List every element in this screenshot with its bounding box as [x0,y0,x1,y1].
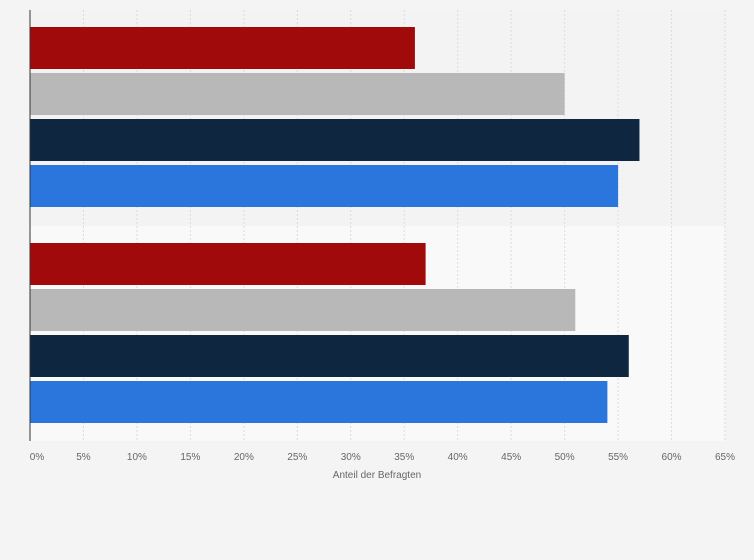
x-axis-title: Anteil der Befragten [333,470,421,481]
x-tick-label: 10% [127,452,147,463]
bar-group-2-series-3[interactable] [30,335,629,377]
x-tick-label: 25% [287,452,307,463]
bar-group-1-series-2[interactable] [30,73,565,115]
x-tick-label: 40% [448,452,468,463]
bar-group-2-series-4[interactable] [30,381,608,423]
x-tick-label: 45% [501,452,521,463]
x-tick-label: 60% [662,452,682,463]
x-tick-label: 15% [180,452,200,463]
bars [30,27,640,423]
bar-group-1-series-3[interactable] [30,119,640,161]
bar-group-1-series-1[interactable] [30,27,415,69]
x-tick-label: 30% [341,452,361,463]
x-tick-label: 20% [234,452,254,463]
x-tick-label: 5% [76,452,91,463]
x-tick-label: 35% [394,452,414,463]
x-tick-labels: 0% 5% 10% 15% 20% 25% 30% 35% 40% 45% 50% 55% 60% 65% [30,452,735,463]
x-tick-label: 0% [30,452,45,463]
bar-group-2-series-2[interactable] [30,289,576,331]
x-tick-label: 50% [555,452,575,463]
bar-group-1-series-4[interactable] [30,165,619,207]
x-tick-label: 65% [715,452,735,463]
x-tick-label: 55% [608,452,628,463]
bar-group-2-series-1[interactable] [30,243,426,285]
